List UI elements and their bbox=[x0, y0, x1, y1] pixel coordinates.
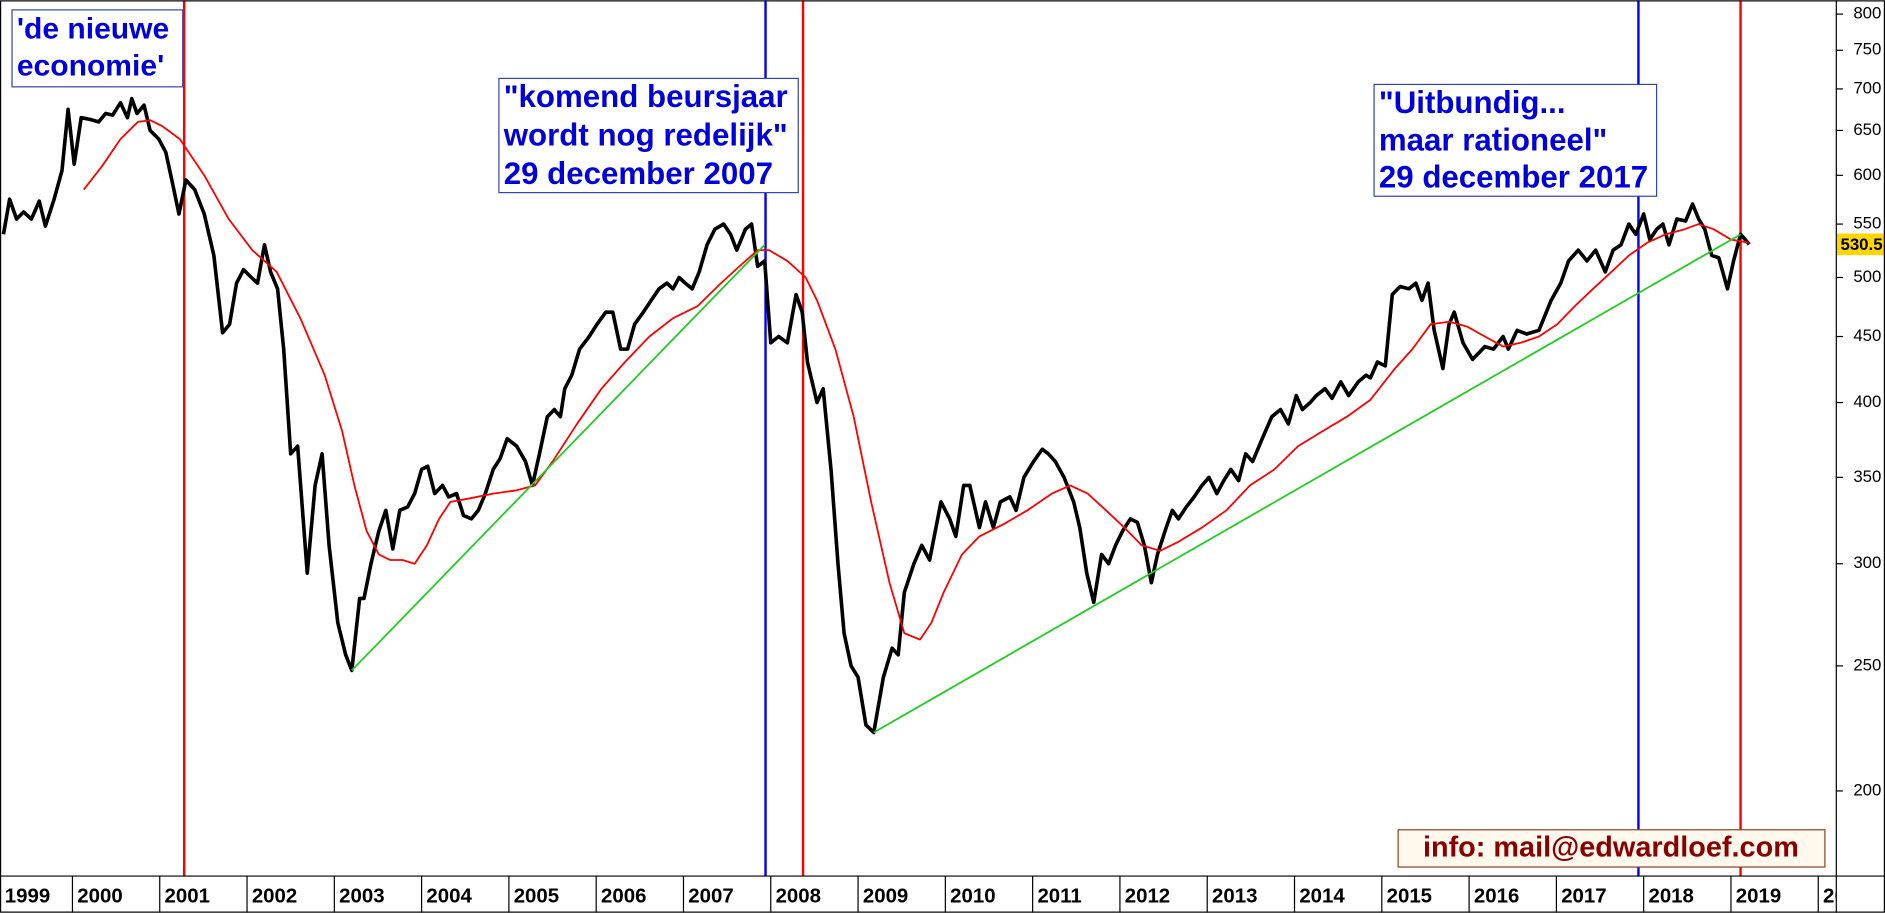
x-tick-label: 2016 bbox=[1474, 885, 1519, 907]
x-tick-label: 2002 bbox=[252, 885, 297, 907]
x-tick-label: 2011 bbox=[1037, 885, 1081, 907]
y-axis: 200 250 300 350 400 450 500 550 600 650 700 750 800 5… bbox=[1835, 4, 1885, 799]
footer-text: info: mail@edwardloef.com bbox=[1423, 832, 1799, 864]
annotation-box bbox=[498, 77, 799, 194]
annotation-text: "Uitbundig... bbox=[1379, 85, 1566, 120]
x-tick-label: 2010 bbox=[950, 885, 995, 907]
y-tick-label: 800 bbox=[1853, 4, 1881, 23]
x-tick-label: 2012 bbox=[1125, 885, 1170, 907]
x-tick-label: 2009 bbox=[863, 885, 908, 907]
annotation-text: 29 december 2017 bbox=[1379, 160, 1648, 195]
last-value-box bbox=[1836, 233, 1885, 256]
x-tick-label: 2020 bbox=[1823, 885, 1868, 907]
y-tick-label: 400 bbox=[1853, 392, 1881, 411]
y-tick-label: 250 bbox=[1853, 655, 1881, 674]
annotation-text: 'de nieuwe bbox=[17, 12, 169, 45]
x-tick-label: 2017 bbox=[1561, 885, 1606, 907]
annotations: 'de nieuwe economie' "komend beursjaar word… bbox=[11, 9, 1826, 868]
x-tick-label: 2019 bbox=[1736, 885, 1781, 907]
x-tick-label: 2014 bbox=[1299, 885, 1345, 907]
x-tick-label: 2015 bbox=[1387, 885, 1432, 907]
x-tick-label: 2003 bbox=[339, 885, 384, 907]
annotation-text: maar rationeel" bbox=[1379, 122, 1607, 157]
last-value-label: 530.5 bbox=[1840, 235, 1882, 254]
x-tick-label: 2006 bbox=[601, 885, 646, 907]
series-line bbox=[83, 119, 1750, 641]
x-tick-label: 2004 bbox=[426, 885, 472, 907]
y-tick-label: 550 bbox=[1853, 214, 1881, 233]
x-tick-label: 2018 bbox=[1648, 885, 1693, 907]
y-tick-label: 350 bbox=[1853, 467, 1881, 486]
y-tick-label: 450 bbox=[1853, 326, 1881, 345]
annotation-text: 29 december 2007 bbox=[504, 156, 773, 191]
annotation-box bbox=[1373, 83, 1658, 197]
footer-box bbox=[1397, 829, 1826, 868]
series-line bbox=[873, 233, 1742, 734]
x-tick-label: 2005 bbox=[514, 885, 559, 907]
y-tick-label: 200 bbox=[1853, 780, 1881, 799]
x-tick-label: 2013 bbox=[1212, 885, 1257, 907]
x-axis: 1999 2000 2001 2002 2003 2004 2005 2006 2007 2008… bbox=[5, 875, 1868, 913]
x-tick-label: 2008 bbox=[776, 885, 821, 907]
y-tick-label: 650 bbox=[1853, 120, 1881, 139]
y-tick-label: 500 bbox=[1853, 267, 1881, 286]
y-tick-label: 700 bbox=[1853, 78, 1881, 97]
x-tick-label: 1999 bbox=[5, 885, 50, 907]
y-tick-label: 750 bbox=[1853, 40, 1881, 59]
annotation-box bbox=[11, 9, 184, 88]
x-tick-label: 2000 bbox=[77, 885, 122, 907]
annotation-text: wordt nog redelijk" bbox=[503, 118, 788, 153]
x-tick-label: 2007 bbox=[688, 885, 733, 907]
series-line bbox=[1, 96, 1751, 735]
x-tick-label: 2001 bbox=[165, 885, 210, 907]
y-tick-label: 600 bbox=[1853, 165, 1881, 184]
annotation-text: "komend beursjaar bbox=[504, 79, 788, 114]
series-line bbox=[351, 244, 766, 672]
annotation-text: economie' bbox=[17, 50, 164, 83]
y-tick-label: 300 bbox=[1853, 553, 1881, 572]
